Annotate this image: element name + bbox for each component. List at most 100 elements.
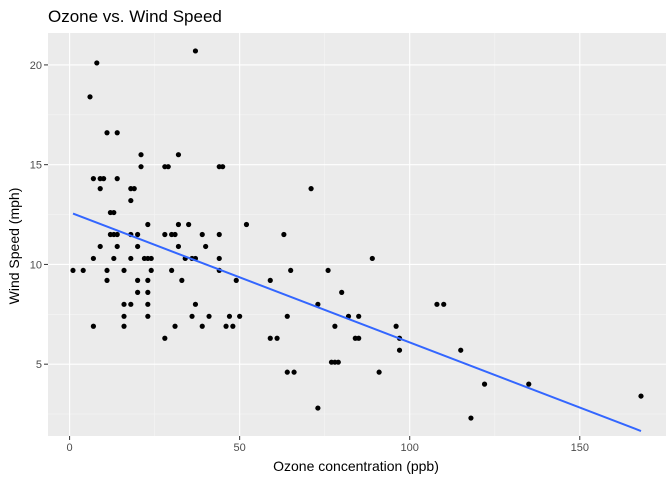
- data-point: [121, 301, 127, 307]
- data-point: [90, 176, 97, 182]
- data-point: [237, 313, 243, 319]
- data-point: [162, 335, 168, 341]
- data-point: [189, 313, 195, 319]
- data-point: [87, 94, 93, 100]
- data-point: [220, 164, 226, 170]
- data-point: [135, 231, 141, 238]
- data-point: [206, 313, 212, 319]
- data-point: [111, 209, 117, 216]
- data-point: [128, 301, 134, 307]
- chart-title: Ozone vs. Wind Speed: [48, 7, 222, 26]
- data-point: [80, 267, 86, 274]
- data-point: [288, 267, 294, 274]
- plot-panel: [48, 33, 666, 436]
- y-tick-label: 15: [30, 160, 42, 172]
- grid-major: [48, 33, 666, 436]
- y-tick-label: 10: [30, 259, 42, 271]
- data-point: [175, 221, 182, 228]
- data-point: [111, 255, 117, 262]
- data-point: [175, 243, 182, 250]
- data-point: [179, 277, 185, 283]
- data-point: [172, 323, 178, 329]
- data-point: [356, 313, 362, 319]
- y-axis-ticks: 5 10 15 20: [30, 60, 48, 371]
- data-point: [458, 347, 464, 353]
- data-point: [396, 347, 403, 353]
- x-tick-label: 150: [571, 442, 589, 454]
- data-point: [481, 381, 488, 387]
- data-point: [169, 267, 175, 274]
- data-point: [114, 243, 120, 250]
- data-point: [441, 301, 447, 307]
- data-point: [162, 231, 168, 238]
- data-point: [216, 231, 222, 238]
- data-point: [468, 415, 474, 421]
- data-point: [638, 393, 644, 399]
- data-point: [148, 267, 154, 274]
- data-point: [267, 335, 273, 341]
- data-point: [356, 335, 362, 341]
- data-point: [369, 255, 375, 262]
- data-point: [393, 323, 399, 329]
- data-point: [216, 255, 222, 262]
- data-point: [325, 267, 331, 274]
- data-point: [138, 152, 144, 158]
- data-point: [94, 60, 100, 66]
- x-tick-label: 100: [401, 442, 419, 454]
- data-point: [308, 186, 314, 192]
- data-point: [230, 323, 236, 329]
- data-point: [135, 243, 141, 250]
- data-point: [128, 255, 134, 262]
- data-point: [121, 267, 127, 274]
- y-tick-label: 5: [36, 359, 42, 371]
- data-point: [335, 359, 341, 365]
- x-axis-ticks: 0 50 100 150: [67, 436, 589, 454]
- data-point: [128, 197, 134, 204]
- data-point: [332, 323, 338, 329]
- x-tick-label: 50: [234, 442, 246, 454]
- data-point: [121, 323, 127, 329]
- data-point: [114, 130, 120, 136]
- data-point: [101, 176, 107, 182]
- data-point: [145, 313, 151, 319]
- data-point: [199, 231, 205, 238]
- data-point: [97, 186, 103, 192]
- data-point: [97, 243, 103, 250]
- data-point: [267, 277, 273, 283]
- x-tick-label: 0: [67, 442, 73, 454]
- x-axis-label: Ozone concentration (ppb): [273, 458, 439, 474]
- data-point: [243, 221, 250, 228]
- data-point: [192, 301, 199, 307]
- data-point: [186, 221, 192, 228]
- data-point: [145, 289, 151, 295]
- data-point: [165, 164, 171, 170]
- data-point: [203, 243, 209, 250]
- data-point: [90, 323, 97, 329]
- data-point: [135, 277, 141, 283]
- data-point: [223, 323, 229, 329]
- data-point: [104, 130, 110, 136]
- data-point: [145, 277, 151, 283]
- data-point: [121, 313, 127, 319]
- data-point: [434, 301, 440, 307]
- fit-line: [72, 212, 642, 432]
- data-point: [281, 231, 287, 238]
- data-point: [284, 369, 290, 375]
- data-point: [104, 277, 110, 283]
- data-point: [104, 267, 110, 274]
- data-point: [148, 255, 154, 262]
- y-tick-label: 20: [30, 60, 42, 72]
- data-point: [291, 369, 297, 375]
- data-point: [226, 313, 233, 319]
- data-point: [131, 186, 137, 192]
- data-point: [145, 221, 151, 228]
- y-axis-label: Wind Speed (mph): [6, 188, 22, 305]
- data-point: [233, 277, 239, 283]
- fit-line-group: [72, 212, 642, 432]
- data-point: [339, 289, 345, 295]
- data-point: [199, 323, 205, 329]
- grid-minor: [48, 33, 666, 436]
- data-point: [175, 152, 182, 158]
- data-point: [376, 369, 382, 375]
